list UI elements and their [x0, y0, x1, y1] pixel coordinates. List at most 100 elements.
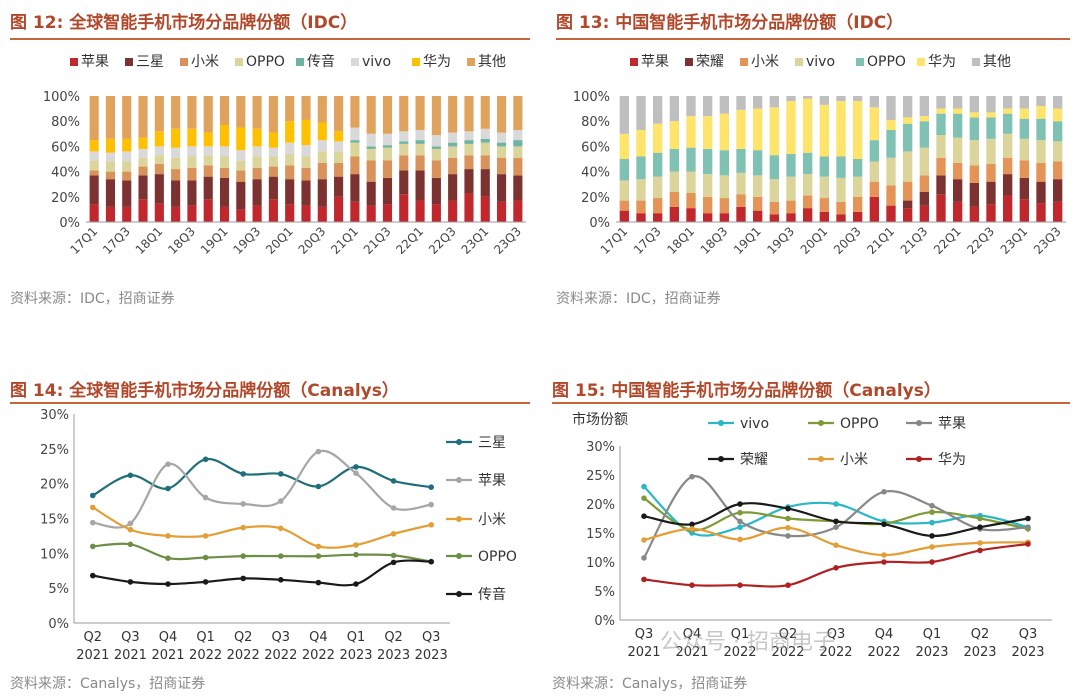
bar-segment: [187, 146, 197, 157]
data-point: [737, 536, 743, 543]
bar-segment: [415, 155, 425, 171]
legend-swatch: [125, 58, 133, 66]
x-tick-label: Q4: [875, 627, 894, 642]
figure-title: 图 12: 全球智能手机市场分品牌份额（IDC）: [10, 13, 358, 33]
bar-segment: [382, 133, 393, 146]
legend-swatch: [296, 58, 304, 66]
data-point: [881, 559, 887, 565]
bar-segment: [236, 170, 246, 182]
bar-segment: [366, 205, 376, 222]
legend-label: 小米: [191, 54, 219, 70]
x-tick-label: Q1: [196, 630, 215, 645]
bar-segment: [366, 96, 376, 134]
legend-swatch: [180, 58, 188, 66]
bar-segment: [953, 201, 963, 222]
x-tick-label: 2022: [819, 645, 852, 660]
bar-segment: [819, 198, 829, 212]
x-tick-label: Q2: [779, 627, 798, 642]
bar-segment: [669, 171, 679, 192]
legend-marker: [456, 477, 462, 483]
bar-segment: [969, 117, 979, 141]
bar-segment: [317, 151, 327, 163]
data-point: [737, 501, 743, 507]
data-point: [689, 521, 695, 528]
legend-swatch: [740, 58, 748, 66]
bar-segment: [431, 135, 441, 147]
x-tick-label: 19Q3: [764, 224, 797, 257]
data-point: [353, 542, 359, 548]
bar-segment: [122, 161, 132, 172]
bar-segment: [513, 157, 523, 176]
figure-12-chart: 苹果 三星 小米 OPPO 传音 vivo 华为 其他 0% 20% 40% 60% 80% 100% 17…: [43, 53, 526, 257]
legend-label: 其他: [983, 54, 1011, 70]
bar-segment: [219, 146, 230, 157]
bar-segment: [268, 166, 278, 177]
data-point: [90, 492, 96, 499]
bar-segment: [122, 96, 132, 139]
y-tick-label: 80%: [51, 115, 80, 130]
bar-segment: [448, 146, 458, 158]
bar-segment: [853, 176, 863, 197]
bar-segment: [719, 113, 729, 151]
bar-segment: [653, 213, 663, 222]
bar-segment: [203, 155, 213, 166]
x-tick-label: 2023: [963, 645, 996, 660]
figure-13-chart: 苹果 荣耀 小米 vivo OPPO 华为 其他0%20%40%60%80%100%17Q1…: [573, 54, 1066, 257]
bar-segment: [171, 128, 181, 148]
data-point: [785, 525, 791, 531]
data-point: [428, 558, 435, 565]
x-tick-label: 2022: [723, 645, 756, 660]
bar-segment: [399, 131, 409, 142]
legend-marker: [818, 420, 824, 426]
x-tick-label: 2022: [189, 648, 222, 663]
bar-segment: [252, 205, 262, 222]
bar-segment: [366, 146, 376, 149]
bar-segment: [513, 140, 523, 147]
bar-segment: [187, 167, 197, 181]
bar-segment: [187, 128, 197, 147]
x-tick-label: 23Q3: [1031, 224, 1064, 257]
bar-segment: [105, 206, 116, 222]
data-point: [428, 522, 435, 528]
x-tick-label: Q2: [234, 630, 253, 645]
bar-segment: [122, 206, 132, 222]
data-point: [1025, 541, 1031, 547]
bar-segment: [219, 156, 230, 168]
bar-segment: [301, 145, 311, 157]
bar-segment: [936, 96, 946, 109]
x-tick-label: 2022: [264, 648, 297, 663]
bar-segment: [686, 116, 696, 148]
bar-segment: [903, 123, 913, 152]
bar-segment: [187, 156, 197, 168]
bar-segment: [513, 130, 523, 141]
bar-segment: [448, 142, 458, 147]
data-point: [315, 483, 322, 490]
bar-segment: [869, 96, 879, 108]
y-tick-label: 0%: [589, 216, 610, 231]
data-point: [127, 472, 134, 479]
data-point: [641, 495, 647, 501]
bar-segment: [1036, 181, 1046, 204]
bar-segment: [1036, 106, 1046, 119]
y-tick-label: 15%: [586, 527, 615, 542]
bar-segment: [986, 138, 996, 165]
bar-segment: [836, 177, 846, 202]
bar-segment: [464, 193, 474, 222]
bar-segment: [496, 132, 507, 143]
bar-segment: [986, 112, 996, 118]
y-tick-label: 40%: [581, 166, 610, 181]
legend-swatch: [795, 58, 803, 66]
bar-segment: [919, 96, 929, 117]
x-tick-label: 20Q3: [296, 224, 329, 257]
data-point: [1025, 524, 1031, 530]
figure-12-panel: 图 12: 全球智能手机市场分品牌份额（IDC） 苹果 三星 小米 OPPO 传音 viv…: [10, 8, 530, 308]
bar-segment: [301, 119, 311, 146]
bar-segment: [89, 204, 99, 222]
bar-segment: [496, 146, 507, 158]
bar-segment: [619, 210, 629, 222]
legend-label: 三星: [136, 54, 164, 70]
bar-segment: [986, 181, 996, 205]
figure-14-chart: 0% 5% 10% 15% 20% 25% 30% Q2 2021 Q3 2021 Q4 2021 Q1 2…: [40, 408, 517, 663]
x-tick-label: 19Q3: [230, 224, 263, 257]
bar-segment: [819, 104, 829, 157]
